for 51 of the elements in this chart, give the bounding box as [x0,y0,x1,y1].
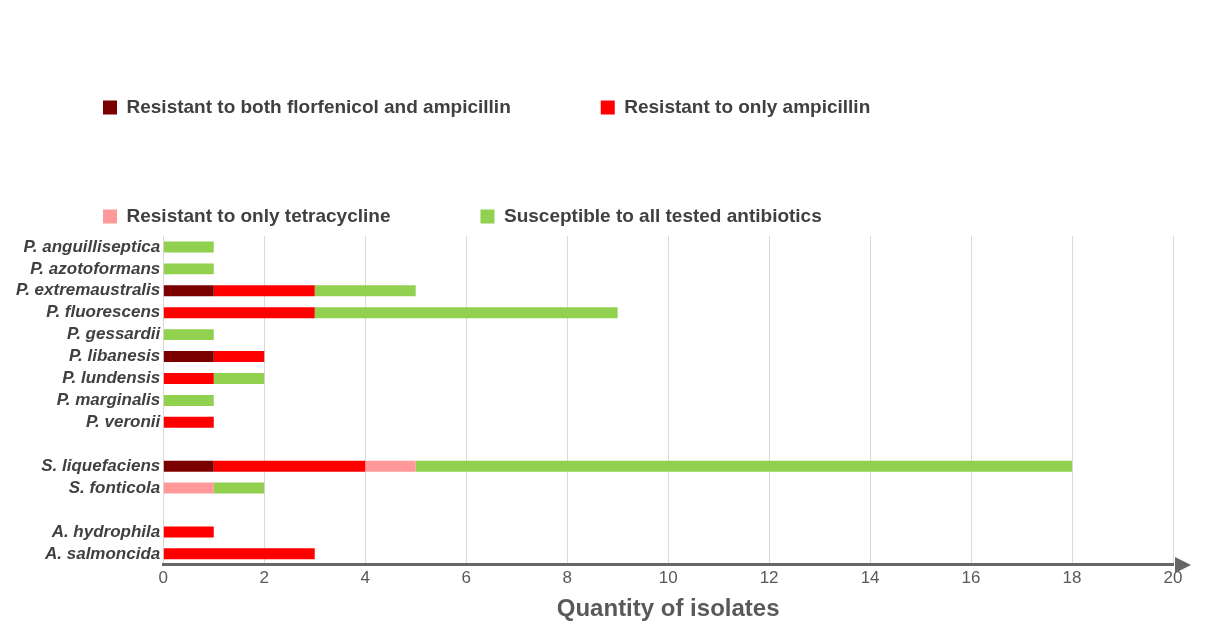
bar [163,307,315,319]
bar [163,482,214,494]
bar [213,373,265,384]
legend-label: Resistant to both florfenicol and ampicillin [126,95,511,117]
bar [163,351,214,363]
y-tick-label: P. gessardii [67,324,162,344]
y-tick-label: S. liquefaciens [41,455,161,475]
y-tick-label: P. anguilliseptica [23,236,161,256]
y-tick-label: P. extremaustralis [15,280,161,300]
bar [163,460,214,472]
bar [163,394,214,406]
legend-label: Resistant to only ampicillin [624,95,871,117]
bar [163,241,214,253]
legend-label: Resistant to only tetracycline [126,204,391,226]
bar [163,416,214,428]
bar [163,373,214,384]
y-tick-label: P. fluorescens [46,302,161,322]
bar [163,526,214,538]
bar [213,460,366,472]
bar [314,307,618,319]
x-tick-label: 8 [562,567,572,587]
bar [314,285,416,297]
x-tick-label: 20 [1163,567,1183,587]
bar [415,460,1073,472]
x-tick-label: 6 [461,567,471,587]
x-tick-label: 10 [658,567,678,587]
y-tick-label: A. hydrophila [50,521,161,541]
y-tick-label: P. veronii [85,412,162,432]
bar [163,263,214,275]
bar [213,351,265,363]
x-tick-label: 18 [1062,567,1082,587]
x-tick-label: 2 [259,567,269,587]
y-tick-label: P. lundensis [62,368,161,388]
x-tick-label: 14 [860,567,880,587]
y-tick-label: P. libanesis [68,346,161,366]
x-tick-label: 12 [759,567,779,587]
y-tick-label: S. fonticola [68,477,161,497]
x-tick-label: 16 [961,567,981,587]
y-tick-label: A. salmoncida [44,543,161,563]
bar [365,460,416,472]
bar [213,482,265,494]
bar [163,548,315,560]
bar [213,285,315,297]
legend-label: Susceptible to all tested antibiotics [503,204,822,226]
x-axis-title: Quantity of isolates [556,594,780,622]
y-tick-label: P. marginalis [56,390,161,410]
bar [163,329,214,341]
x-tick-label: 0 [158,567,169,587]
y-tick-label: P. azotoformans [30,258,161,278]
bar [163,285,214,297]
x-tick-label: 4 [360,567,370,587]
